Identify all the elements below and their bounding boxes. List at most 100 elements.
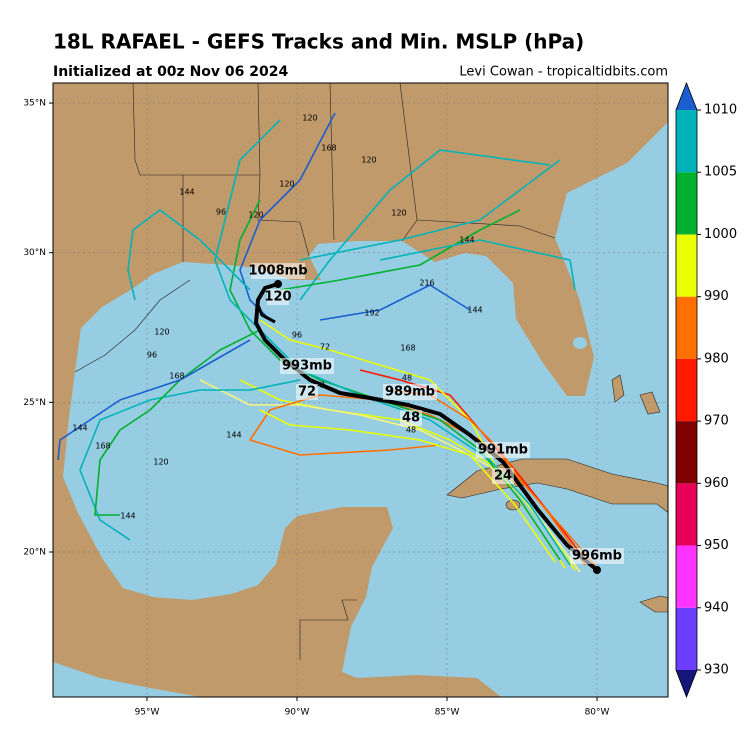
colorbar-segment	[676, 234, 697, 297]
map-area: 120 168 120 144 96 120 120 120 144 216 192 144 168 12…	[53, 83, 668, 697]
ocean	[63, 122, 668, 697]
lat-label: 35°N	[23, 99, 46, 109]
colorbar-segment	[676, 358, 697, 422]
mean-label: 989mb	[385, 385, 435, 400]
colorbar: 930 940 950 960 970 980 990 1000 1005 1010	[675, 81, 737, 699]
label-background	[280, 358, 334, 374]
mean-label: 120	[264, 290, 291, 305]
member-label: 48	[406, 426, 416, 435]
lon-label: 85°W	[435, 708, 460, 718]
label-background	[570, 548, 624, 564]
colorbar-label: 1010	[704, 103, 737, 118]
state-border	[257, 83, 261, 176]
label-background	[383, 384, 437, 400]
label-background	[492, 468, 514, 484]
member-track	[79, 379, 301, 541]
mean-track	[254, 282, 599, 572]
credit: Levi Cowan - tropicaltidbits.com	[459, 65, 668, 80]
member-label: 168	[400, 344, 415, 353]
lon-label: 80°W	[585, 708, 610, 718]
country-border	[74, 279, 191, 373]
member-track	[259, 409, 556, 563]
lon-label: 90°W	[285, 708, 310, 718]
lat-label: 30°N	[23, 248, 46, 258]
state-border	[416, 219, 556, 239]
state-border	[132, 83, 184, 262]
colorbar-segment	[676, 110, 697, 173]
member-label: 120	[279, 180, 294, 189]
pacific	[53, 662, 200, 697]
member-label: 120	[154, 328, 169, 337]
bahamas	[639, 391, 661, 415]
member-track	[57, 339, 251, 461]
grid	[53, 83, 668, 697]
state-border	[329, 83, 335, 241]
colorbar-label: 990	[704, 289, 729, 304]
member-label: 48	[402, 374, 412, 383]
colorbar-segment	[676, 421, 697, 484]
mean-label: 1008mb	[248, 264, 307, 279]
member-label: 168	[95, 442, 110, 451]
colorbar-over	[676, 83, 697, 110]
member-tracks	[57, 112, 596, 573]
mean-track-start	[593, 566, 601, 574]
mean-label: 24	[494, 469, 512, 484]
member-label: 144	[226, 431, 241, 440]
bahamas	[611, 374, 625, 403]
member-label: 144	[72, 424, 87, 433]
member-label: 96	[292, 331, 302, 340]
label-background	[251, 263, 305, 279]
member-label: 168	[169, 372, 184, 381]
colorbar-label: 1000	[704, 227, 737, 242]
subtitle: Initialized at 00z Nov 06 2024	[53, 64, 288, 80]
colorbar-label: 930	[704, 663, 729, 678]
member-track	[299, 149, 551, 301]
colorbar-segment	[676, 483, 697, 546]
colorbar-segment	[676, 607, 697, 670]
lon-label: 95°W	[135, 708, 160, 718]
colorbar-under	[676, 670, 697, 697]
member-track	[94, 329, 261, 516]
member-label: 72	[320, 343, 330, 352]
member-track	[239, 112, 336, 321]
label-background	[476, 442, 530, 458]
lat-label: 25°N	[23, 398, 46, 408]
member-label: 144	[467, 306, 482, 315]
colorbar-segment	[676, 296, 697, 359]
state-border	[183, 174, 310, 257]
map-frame	[52, 82, 669, 698]
member-label: 96	[147, 351, 157, 360]
member-label: 144	[179, 188, 194, 197]
member-label: 120	[361, 156, 376, 165]
mean-label: 991mb	[478, 443, 528, 458]
mean-label: 996mb	[572, 549, 622, 564]
colorbar-label: 980	[704, 351, 729, 366]
lake	[573, 337, 587, 349]
colorbar-label: 950	[704, 538, 729, 553]
member-label: 192	[364, 309, 379, 318]
country-border	[299, 599, 357, 660]
label-background	[296, 384, 318, 400]
mean-label: 72	[298, 385, 316, 400]
colorbar-segment	[676, 545, 697, 608]
member-label: 120	[302, 114, 317, 123]
title: 18L RAFAEL - GEFS Tracks and Min. MSLP (…	[53, 30, 584, 54]
colorbar-segment	[676, 172, 697, 235]
mean-label: 993mb	[282, 359, 332, 374]
member-label: 120	[391, 209, 406, 218]
mean-labels: 996mb 991mb 24 989mb 48 993mb 72 1008mb 120	[248, 263, 624, 564]
label-background	[400, 410, 422, 426]
colorbar-label: 1005	[704, 165, 737, 180]
member-label: 96	[216, 208, 226, 217]
member-label: 144	[120, 512, 135, 521]
label-background	[267, 289, 289, 305]
lat-label: 20°N	[23, 548, 46, 558]
colorbar-label: 940	[704, 600, 729, 615]
mean-label: 48	[402, 411, 420, 426]
member-track	[319, 284, 471, 321]
member-track	[379, 239, 576, 291]
jamaica	[639, 595, 668, 613]
colorbar-label: 970	[704, 414, 729, 429]
mean-track-loop	[256, 304, 276, 324]
